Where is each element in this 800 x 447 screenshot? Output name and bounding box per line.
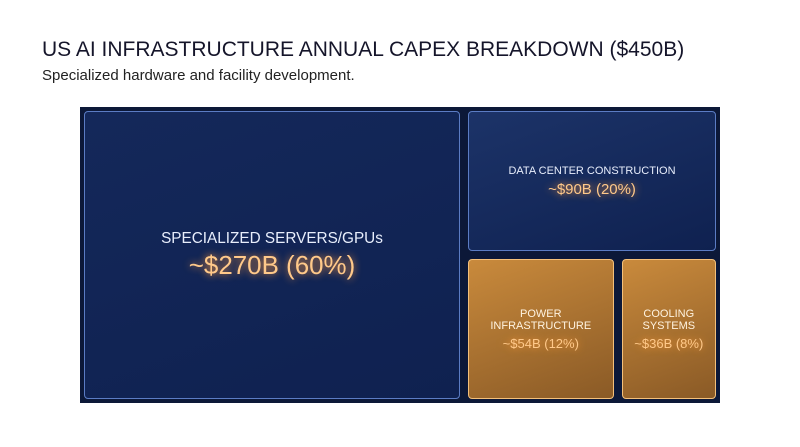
tile-value: ~$36B (8%) [634,335,704,351]
treemap: SPECIALIZED SERVERS/GPUs ~$270B (60%) DATA… [80,107,720,403]
tile-value: ~$90B (20%) [548,180,636,198]
tile: SPECIALIZED SERVERS/GPUs ~$270B (60%) [84,111,460,399]
tile-value: ~$54B (12%) [502,335,579,351]
tile-label: DATA CENTER CONSTRUCTION [508,164,676,177]
tile-label: SPECIALIZED SERVERS/GPUs [161,229,383,247]
tile-label: COOLING SYSTEMS [642,307,696,332]
tile-label: POWER INFRASTRUCTURE [490,307,592,332]
chart-subtitle: Specialized hardware and facility develo… [42,67,355,84]
tile: COOLING SYSTEMS ~$36B (8%) [621,259,716,399]
tile-value: ~$270B (60%) [188,251,356,280]
tile: POWER INFRASTRUCTURE ~$54B (12%) [468,259,614,399]
tile: DATA CENTER CONSTRUCTION ~$90B (20%) [468,111,716,251]
chart-title: US AI INFRASTRUCTURE ANNUAL CAPEX BREAKD… [42,38,685,61]
